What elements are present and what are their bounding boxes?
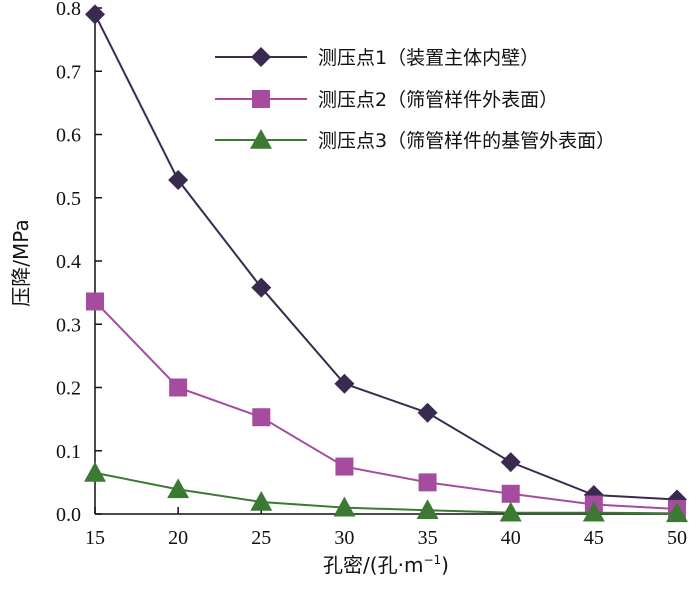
y-tick-label: 0.8 xyxy=(56,0,81,20)
series-3 xyxy=(84,461,688,523)
legend-label: 测压点3（筛管样件的基管外表面） xyxy=(318,130,615,152)
series-3-point xyxy=(416,499,439,520)
series-3-point xyxy=(84,461,106,482)
legend-swatch-marker xyxy=(251,47,271,67)
series-1-point xyxy=(251,277,272,298)
series-1-line xyxy=(94,13,678,501)
series-3-point xyxy=(666,502,688,523)
legend-label: 测压点1（装置主体内壁） xyxy=(318,47,539,69)
series-1-point xyxy=(500,452,521,473)
legend-label: 测压点2（筛管样件外表面） xyxy=(318,89,558,111)
y-tick-label: 0.4 xyxy=(56,251,81,273)
series-3-point xyxy=(499,501,522,522)
y-tick-label: 0.5 xyxy=(56,188,81,210)
series-3-line xyxy=(94,471,678,515)
series-2-point xyxy=(335,457,354,476)
legend-item-1: 测压点1（装置主体内壁） xyxy=(215,47,539,69)
y-tick-label: 0.3 xyxy=(56,314,81,336)
x-tick-label: 25 xyxy=(251,527,271,549)
y-tick-label: 0.6 xyxy=(56,125,81,147)
series-2-point xyxy=(252,408,271,427)
x-axis-title-superscript: −1 xyxy=(423,553,441,567)
series-1 xyxy=(85,4,687,510)
legend-item-2: 测压点2（筛管样件外表面） xyxy=(215,89,558,111)
x-tick-label: 40 xyxy=(501,527,521,549)
x-tick-label: 15 xyxy=(85,527,105,549)
x-axis-title: 孔密/(孔·m−1) xyxy=(323,553,449,577)
series-2-point xyxy=(501,484,520,503)
x-tick-label: 35 xyxy=(418,527,438,549)
series-3-point xyxy=(333,496,356,517)
series-3-point xyxy=(250,490,273,511)
y-tick-label: 0.2 xyxy=(56,378,81,400)
series-layer xyxy=(84,4,688,523)
series-2-point xyxy=(86,292,104,311)
series-2-point xyxy=(169,378,188,397)
x-tick-label: 50 xyxy=(667,527,687,549)
series-2-line xyxy=(94,300,678,510)
x-tick-label: 20 xyxy=(168,527,188,549)
series-1-point xyxy=(334,373,355,394)
x-tick-label: 45 xyxy=(584,527,604,549)
y-axis-title: 压降/MPa xyxy=(9,219,33,306)
series-1-point xyxy=(168,170,189,191)
legend-swatch-marker xyxy=(250,129,272,149)
y-tick-label: 0.1 xyxy=(56,441,81,463)
series-3-point xyxy=(167,478,190,499)
series-2-point xyxy=(418,473,437,492)
x-tick-label: 30 xyxy=(334,527,354,549)
legend: 测压点1（装置主体内壁） 测压点2（筛管样件外表面） 测压点3（筛管样件的基管外表面… xyxy=(215,47,615,152)
series-1-point xyxy=(85,4,105,25)
legend-swatch-marker xyxy=(252,90,270,108)
axes: 0.0 0.1 0.2 0.3 0.4 0.5 0.6 0.7 0.8 15 20 25 30 35 40 4… xyxy=(56,0,687,549)
series-1-point xyxy=(417,402,438,423)
y-tick-label: 0.7 xyxy=(56,61,81,83)
legend-item-3: 测压点3（筛管样件的基管外表面） xyxy=(215,129,615,152)
series-3-point xyxy=(582,501,605,522)
y-tick-label: 0.0 xyxy=(56,504,81,526)
